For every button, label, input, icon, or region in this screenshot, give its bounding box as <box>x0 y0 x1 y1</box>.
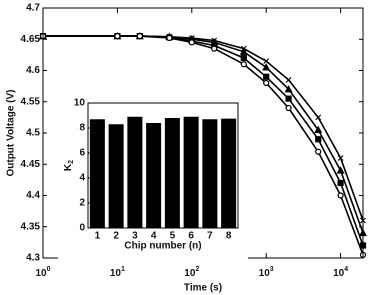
y-tick-label: 2 <box>79 198 85 209</box>
y-axis-label: Output Voltage (V) <box>6 89 17 176</box>
x-tick-label: 2 <box>113 231 119 242</box>
marker <box>114 33 121 40</box>
y-tick-label: 8 <box>79 123 85 134</box>
marker <box>336 166 345 174</box>
y-tick-label: 4.6 <box>26 65 40 76</box>
bar <box>89 119 105 228</box>
x-tick-label: 101 <box>110 266 125 279</box>
marker <box>262 63 271 71</box>
bar <box>164 118 180 228</box>
marker <box>188 39 195 46</box>
x-tick-label: 7 <box>207 231 213 242</box>
y-tick-label: 4.45 <box>21 159 41 170</box>
marker <box>337 192 344 199</box>
bar <box>127 116 143 228</box>
marker <box>314 125 323 133</box>
y-tick-label: 10 <box>74 98 86 109</box>
y-tick-label: 4.7 <box>26 3 40 14</box>
y-tick-label: 4 <box>79 173 85 184</box>
bar <box>108 124 124 228</box>
bar <box>202 119 218 228</box>
y-tick-label: 4.35 <box>21 221 41 232</box>
x-tick-label: 102 <box>184 266 199 279</box>
x-tick-label: 100 <box>35 266 50 279</box>
marker <box>263 58 270 65</box>
y-tick-label: 4.5 <box>26 128 40 139</box>
x-tick-label: 6 <box>188 231 194 242</box>
bar <box>221 118 237 228</box>
x-tick-label: 3 <box>132 231 138 242</box>
series-line <box>43 35 364 256</box>
x-axis-label: Chip number (n) <box>124 241 201 252</box>
x-tick-label: 5 <box>170 231 176 242</box>
marker <box>337 179 344 187</box>
x-tick-label: 8 <box>226 231 232 242</box>
bar <box>183 116 199 228</box>
y-tick-label: 4.65 <box>21 34 41 45</box>
marker <box>315 136 322 143</box>
y-tick-label: 0 <box>79 223 85 234</box>
x-tick-label: 103 <box>259 266 274 279</box>
marker <box>240 54 247 62</box>
marker <box>166 34 173 42</box>
y-tick-label: 6 <box>79 148 85 159</box>
marker <box>136 33 143 40</box>
x-tick-label: 4 <box>151 231 157 242</box>
marker <box>285 76 292 83</box>
x-axis-label: Time (s) <box>184 283 222 294</box>
marker <box>239 47 248 55</box>
marker <box>263 79 270 87</box>
marker <box>285 95 292 102</box>
marker <box>211 45 218 52</box>
marker <box>285 104 292 112</box>
y-axis-label: K2 <box>63 160 75 171</box>
y-tick-label: 4.55 <box>21 96 41 107</box>
y-tick-label: 4.4 <box>26 190 40 201</box>
marker <box>315 148 322 155</box>
marker <box>337 155 344 161</box>
marker <box>315 114 322 121</box>
x-tick-label: 104 <box>333 266 348 279</box>
x-tick-label: 1 <box>95 231 101 242</box>
marker <box>240 61 247 68</box>
plot-frame <box>87 102 239 229</box>
marker <box>284 84 293 93</box>
marker <box>263 73 270 80</box>
y-tick-label: 4.3 <box>26 253 40 264</box>
bar <box>146 123 162 228</box>
